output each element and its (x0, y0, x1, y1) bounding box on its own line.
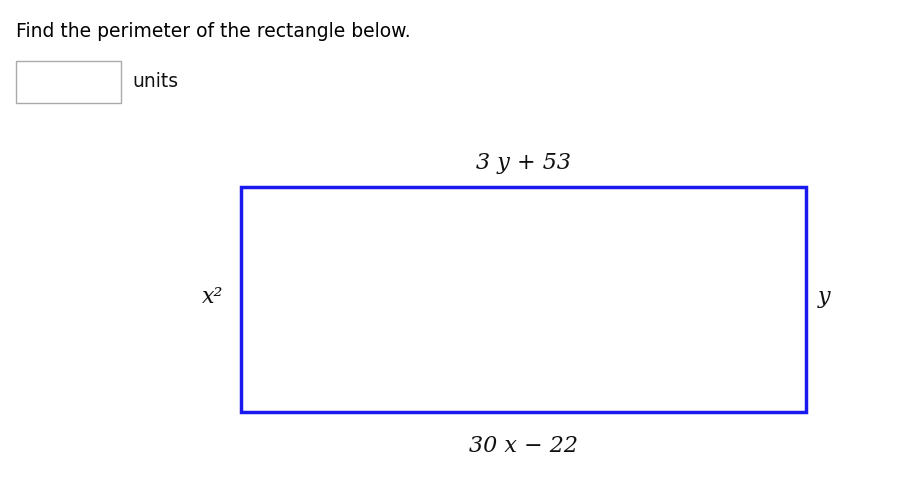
Text: x²: x² (202, 286, 223, 308)
FancyBboxPatch shape (16, 61, 121, 103)
Text: 30 x − 22: 30 x − 22 (469, 435, 578, 457)
Text: 3 y + 53: 3 y + 53 (476, 152, 571, 174)
Text: units: units (132, 72, 179, 90)
Text: y: y (818, 286, 831, 308)
Text: Find the perimeter of the rectangle below.: Find the perimeter of the rectangle belo… (16, 22, 411, 41)
Bar (241, 187, 806, 412)
